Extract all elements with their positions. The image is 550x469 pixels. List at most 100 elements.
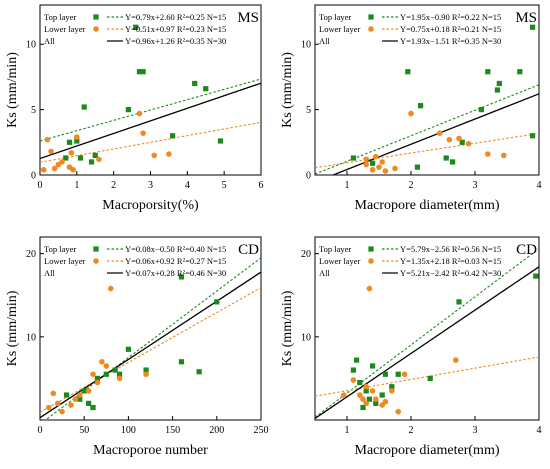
- fit-lines: [315, 84, 539, 175]
- top-layer-point: [214, 299, 220, 305]
- lower-layer-point: [395, 408, 402, 415]
- legend-equation: Y=1.95x−0.90 R²=0.22 N=15: [400, 12, 501, 22]
- x-tick-label: 5: [222, 180, 227, 191]
- top-layer-point: [112, 367, 118, 373]
- lower-layer-point: [373, 396, 379, 403]
- top-layer-point: [178, 274, 185, 280]
- x-tick-label: 0: [38, 425, 43, 436]
- legend-label: Top layer: [319, 244, 351, 254]
- legend-equation: Y=0.79x+2.60 R²=0.25 N=15: [125, 12, 226, 22]
- panel-label: CD: [516, 242, 537, 258]
- top-layer-point: [196, 369, 202, 375]
- legend-marker-square: [368, 246, 374, 252]
- y-tick-label: 5: [306, 105, 311, 116]
- lower-layer-point: [59, 159, 65, 165]
- top-layer-point: [517, 69, 523, 75]
- y-tick-label: 20: [26, 249, 36, 260]
- top-layer-point: [530, 133, 536, 139]
- legend-label: All: [44, 36, 56, 46]
- y-tick-label: 10: [26, 40, 36, 51]
- top-layer-point: [103, 371, 109, 377]
- legend: Top layer Y=5.79x−2.56 R²=0.56 N=15 Lower …: [319, 244, 501, 278]
- top-layer-point: [66, 139, 73, 145]
- lower-layer-point: [46, 404, 52, 411]
- lower-layer-point: [59, 408, 65, 415]
- lower-layer-point: [446, 136, 453, 143]
- legend-label: All: [44, 268, 56, 278]
- fit-line-all: [40, 82, 261, 160]
- lower-layer-point: [107, 285, 114, 292]
- x-tick-label: 200: [209, 425, 224, 436]
- chart-panel-4: 1 2 3 4 10 20 Macropore diameter(mm) Ks (mm/min…: [280, 236, 542, 458]
- legend: Top layer Y=1.95x−0.90 R²=0.22 N=15 Lower …: [319, 12, 501, 46]
- lower-layer-point: [74, 134, 80, 140]
- top-layer-point: [63, 155, 69, 161]
- lower-layer-point: [360, 396, 366, 403]
- top-layer-point: [350, 155, 356, 161]
- top-layer-point: [485, 69, 491, 75]
- top-layer-point: [418, 103, 424, 109]
- lower-layer-point: [40, 166, 47, 173]
- lower-layer-point: [72, 396, 79, 403]
- legend: Top layer Y=0.79x+2.60 R²=0.25 N=15 Lower …: [44, 12, 226, 46]
- lower-layer-point: [389, 388, 395, 394]
- fit-line-all: [315, 266, 539, 419]
- top-layer-point: [533, 273, 539, 279]
- top-layer-point: [530, 24, 536, 30]
- top-layer-point: [217, 138, 224, 144]
- legend-marker-circle: [368, 26, 374, 32]
- top-layer-point: [170, 133, 176, 139]
- lower-layer-point: [68, 402, 74, 408]
- panel-label: CD: [238, 242, 259, 258]
- top-layer-point: [92, 152, 98, 158]
- lower-layer-point: [68, 149, 75, 156]
- x-tick-label: 4: [185, 180, 190, 191]
- legend-label: All: [319, 268, 331, 278]
- lower-layer-point: [501, 152, 507, 159]
- lower-layer-point: [376, 164, 382, 170]
- lower-layer-point: [392, 165, 398, 172]
- fit-line-all: [331, 93, 539, 175]
- top-layer-point: [450, 159, 456, 165]
- lower-layer-point: [85, 388, 92, 394]
- lower-layer-point: [456, 135, 462, 142]
- legend: Top layer Y=0.08x−0.50 R²=0.40 N=15 Lower …: [44, 244, 226, 278]
- top-layer-point: [443, 155, 449, 161]
- lower-layer-point: [151, 152, 157, 159]
- x-tick-label: 2: [409, 425, 414, 436]
- legend-marker-square: [368, 14, 374, 20]
- top-layer-point: [478, 107, 484, 113]
- fit-lines: [40, 78, 261, 163]
- legend-equation: Y=0.96x+1.26 R²=0.35 N=30: [125, 36, 226, 46]
- top-layer-point: [389, 384, 395, 390]
- top-layer-point: [90, 404, 96, 411]
- chart-panel-3: 0 50 100 150 200 250 10 20 Macroporoe number Ks (…: [5, 236, 269, 458]
- chart-panel-2: 1 2 3 4 0 5 10 Macropore diameter(mm) Ks (mm/min…: [280, 4, 542, 213]
- top-layer-point: [86, 400, 92, 406]
- top-layer-point: [395, 371, 401, 377]
- top-layer-point: [133, 24, 139, 30]
- top-layer-point: [459, 139, 465, 145]
- x-axis-label: Macroporsity(%): [102, 198, 199, 213]
- legend-equation: Y=5.79x−2.56 R²=0.56 N=15: [400, 244, 501, 254]
- lower-layer-point: [350, 377, 357, 383]
- legend-equation: Y=0.75x+0.18 R²=0.21 N=15: [400, 24, 501, 34]
- fit-line-top-layer: [315, 248, 539, 418]
- fit-line-lower-layer: [40, 121, 261, 163]
- lower-layer-point: [363, 383, 370, 390]
- lower-layer-point: [103, 363, 110, 369]
- fit-line-top-layer: [315, 84, 539, 175]
- x-tick-label: 1: [345, 425, 350, 436]
- x-axis-label: Macropore diameter(mm): [355, 443, 500, 458]
- top-layer-point: [140, 69, 146, 75]
- lower-layer-point: [116, 375, 123, 382]
- lower-layer-point: [357, 392, 363, 398]
- legend-label: Lower layer: [44, 24, 85, 34]
- chart-panel-1: 0 1 2 3 4 5 6 0 5 10 Macroporsity(%) Ks (mm/min) Top…: [5, 4, 264, 213]
- fit-line-all: [40, 271, 261, 419]
- top-layer-point: [116, 371, 123, 377]
- legend-label: All: [319, 36, 331, 46]
- top-layer-point: [496, 80, 502, 87]
- top-layer-point: [143, 367, 149, 373]
